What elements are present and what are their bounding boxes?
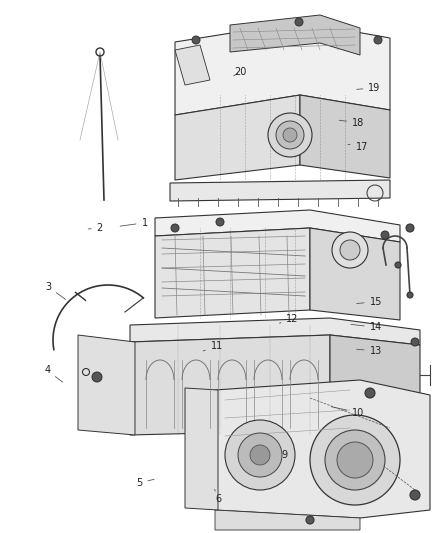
Circle shape <box>365 388 375 398</box>
Circle shape <box>92 372 102 382</box>
Text: 11: 11 <box>203 342 223 351</box>
Text: 10: 10 <box>331 407 364 417</box>
Text: 16: 16 <box>336 251 364 261</box>
Polygon shape <box>300 95 390 178</box>
Text: 3: 3 <box>45 282 66 300</box>
Circle shape <box>276 121 304 149</box>
Text: 7: 7 <box>336 482 362 492</box>
Circle shape <box>381 231 389 239</box>
Text: 14: 14 <box>351 322 382 332</box>
Text: 13: 13 <box>357 346 382 356</box>
Circle shape <box>238 433 282 477</box>
Text: 18: 18 <box>339 118 364 127</box>
Circle shape <box>283 128 297 142</box>
Circle shape <box>340 240 360 260</box>
Polygon shape <box>215 380 430 518</box>
Circle shape <box>310 415 400 505</box>
Circle shape <box>410 490 420 500</box>
Polygon shape <box>310 228 400 320</box>
Polygon shape <box>130 318 420 345</box>
Text: 8: 8 <box>336 458 367 472</box>
Circle shape <box>332 232 368 268</box>
Circle shape <box>337 442 373 478</box>
Text: 12: 12 <box>279 314 299 324</box>
Text: 15: 15 <box>357 297 382 306</box>
Polygon shape <box>185 388 218 510</box>
Circle shape <box>406 224 414 232</box>
Circle shape <box>374 36 382 44</box>
Polygon shape <box>215 510 360 530</box>
Text: 1: 1 <box>120 218 148 228</box>
Polygon shape <box>175 95 300 180</box>
Polygon shape <box>155 210 400 242</box>
Circle shape <box>295 18 303 26</box>
Circle shape <box>325 430 385 490</box>
Circle shape <box>216 218 224 226</box>
Circle shape <box>192 36 200 44</box>
Circle shape <box>250 445 270 465</box>
Text: 20: 20 <box>233 67 246 77</box>
Circle shape <box>225 420 295 490</box>
Polygon shape <box>170 180 390 201</box>
Polygon shape <box>155 228 310 318</box>
Circle shape <box>268 113 312 157</box>
Circle shape <box>411 338 419 346</box>
Circle shape <box>306 516 314 524</box>
Circle shape <box>395 262 401 268</box>
Text: 19: 19 <box>357 83 381 93</box>
Text: 5: 5 <box>136 478 154 488</box>
Text: 4: 4 <box>44 366 63 382</box>
Polygon shape <box>175 22 390 115</box>
Circle shape <box>171 224 179 232</box>
Text: 17: 17 <box>348 142 368 151</box>
Polygon shape <box>230 15 360 55</box>
Polygon shape <box>130 335 330 435</box>
Text: 6: 6 <box>215 489 221 504</box>
Text: 9: 9 <box>273 449 288 460</box>
Circle shape <box>407 292 413 298</box>
Polygon shape <box>330 335 420 432</box>
Text: 2: 2 <box>88 223 103 233</box>
Polygon shape <box>175 45 210 85</box>
Polygon shape <box>78 335 135 435</box>
